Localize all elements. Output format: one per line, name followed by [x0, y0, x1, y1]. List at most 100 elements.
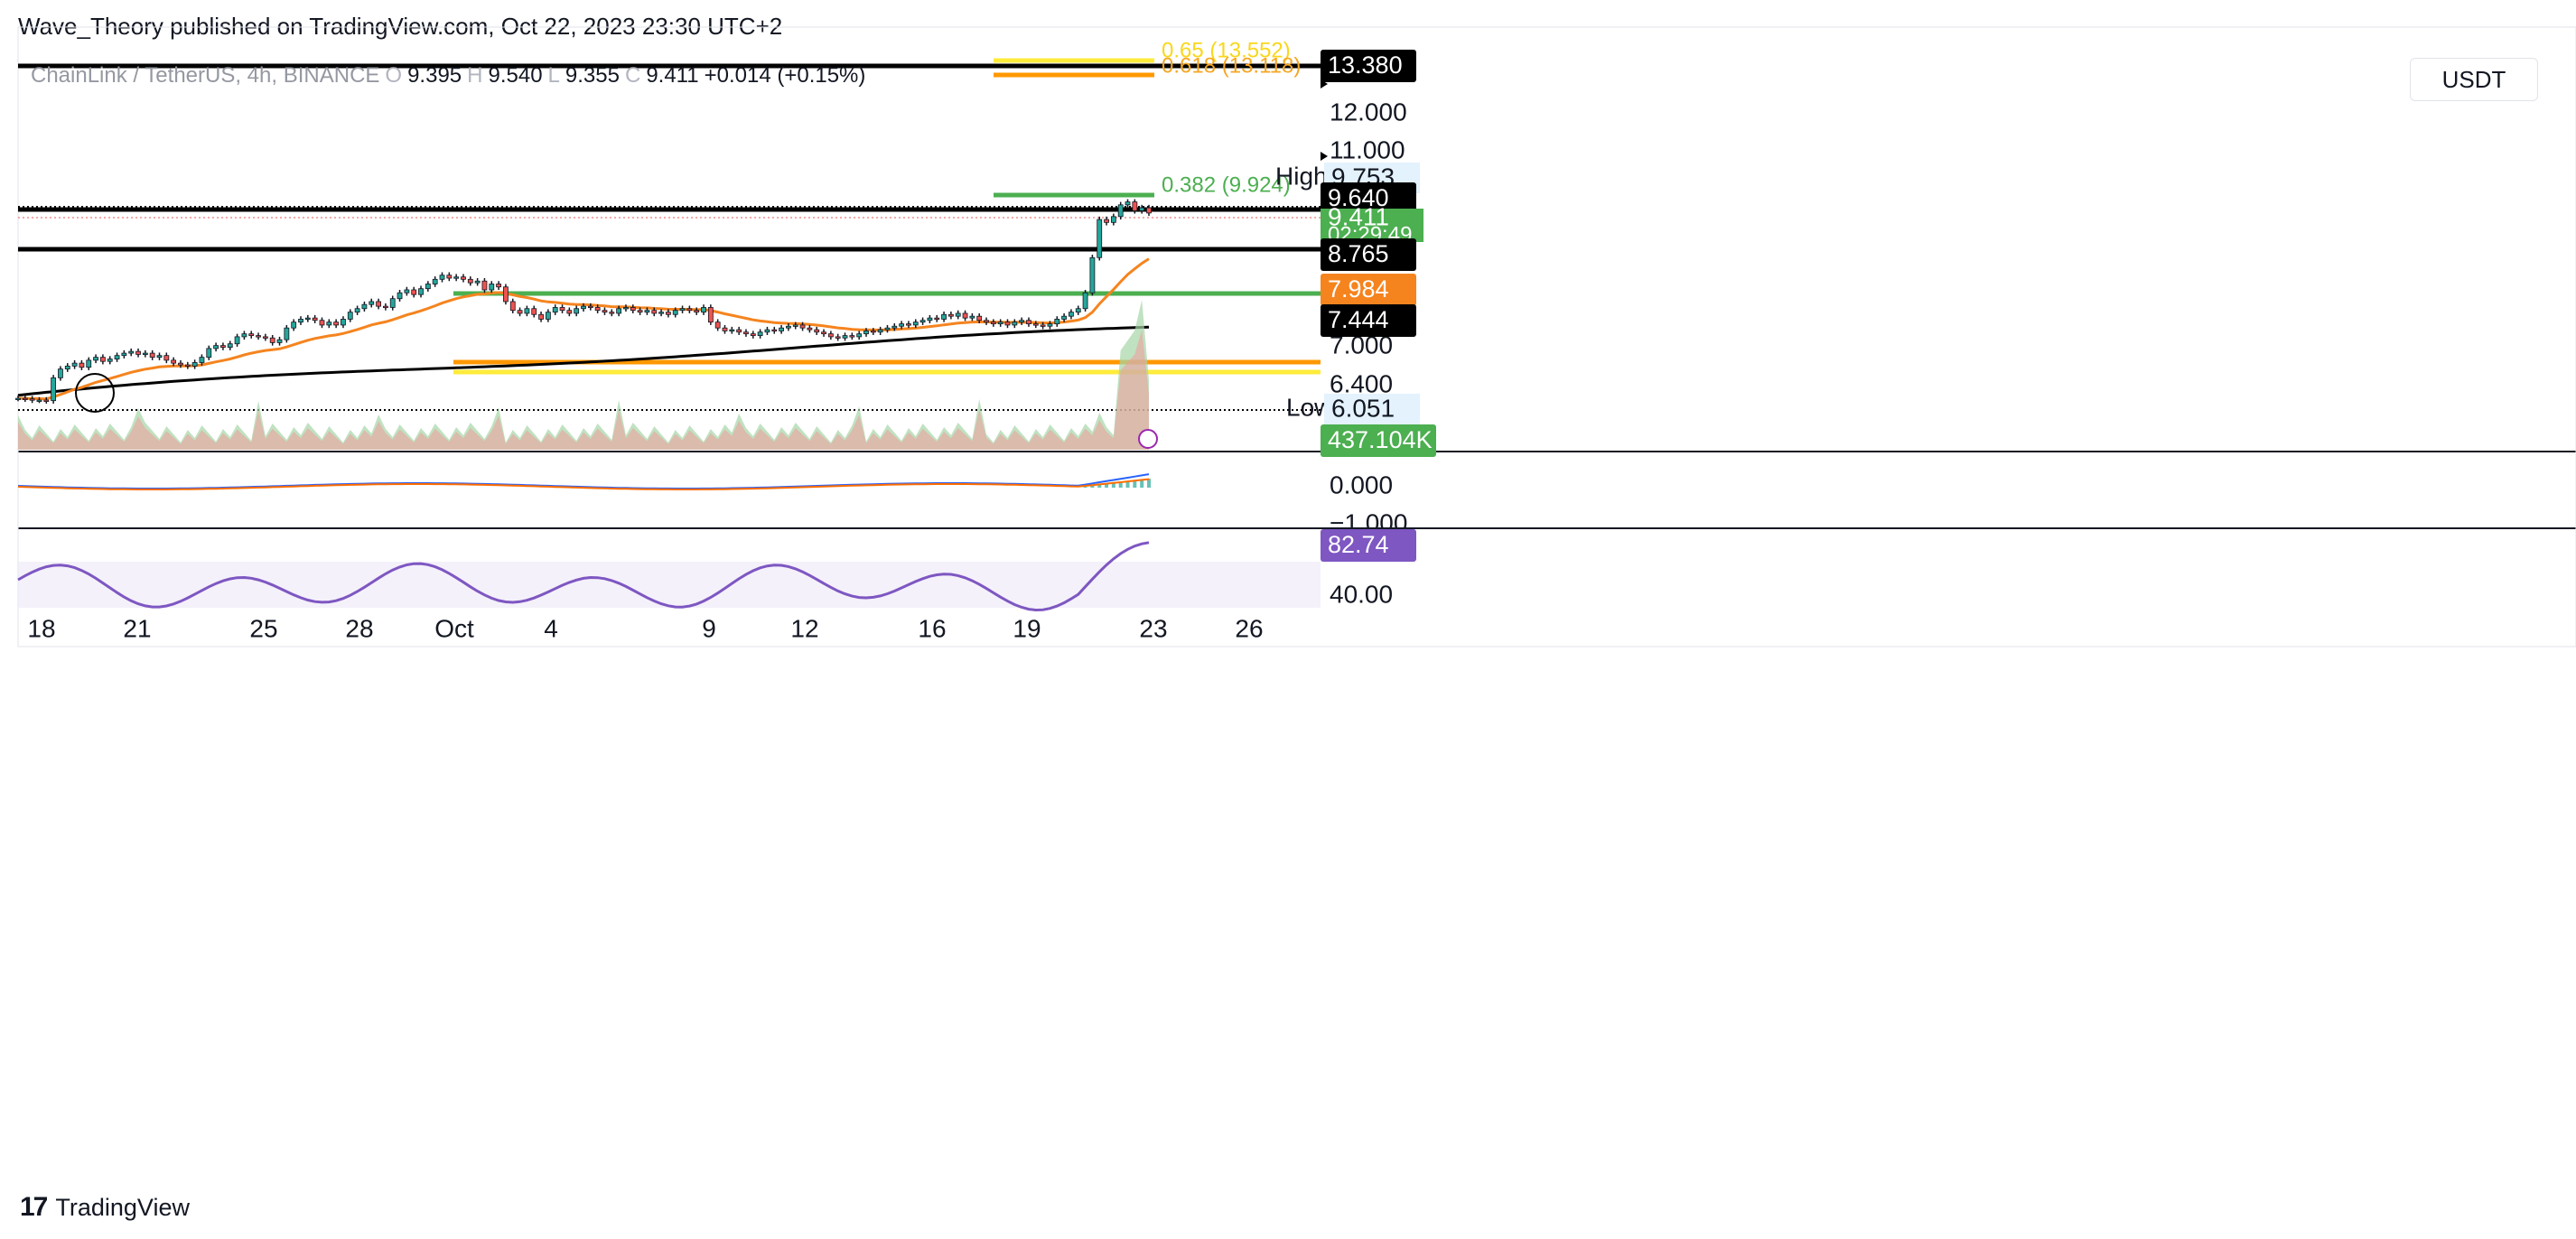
- candle: [1026, 317, 1031, 327]
- symbol-label[interactable]: ChainLink / TetherUS, 4h, BINANCE: [31, 63, 380, 88]
- candle-body: [559, 307, 565, 312]
- candle: [29, 396, 35, 404]
- candle-body: [51, 377, 57, 402]
- candle: [397, 289, 403, 302]
- candle-body: [213, 345, 219, 349]
- candle: [764, 326, 770, 335]
- macd-histogram-bar: [1097, 485, 1102, 488]
- candle-body: [206, 348, 212, 359]
- candle-body: [856, 333, 863, 338]
- candle-body: [22, 397, 28, 400]
- candle: [821, 329, 826, 337]
- candle-body: [503, 286, 509, 303]
- rsi-line: [17, 541, 1150, 612]
- candle-body: [792, 324, 798, 327]
- symbol-legend: ChainLink / TetherUS, 4h, BINANCE O 9.395…: [31, 63, 865, 88]
- candle: [574, 305, 580, 317]
- candle: [227, 340, 233, 350]
- candle: [474, 277, 481, 286]
- candle: [899, 321, 905, 330]
- candle: [467, 276, 473, 286]
- candle-body: [912, 321, 919, 326]
- low-value: 6.051: [1331, 394, 1395, 422]
- macd-histogram-bar: [1105, 484, 1109, 488]
- candle-body: [997, 321, 1003, 325]
- candle: [1012, 319, 1018, 329]
- candle: [1146, 204, 1152, 217]
- candle-body: [1026, 320, 1031, 325]
- candle-body: [1097, 219, 1103, 258]
- x-tick-label: 21: [123, 614, 151, 642]
- candle: [319, 317, 325, 329]
- candle: [58, 366, 63, 381]
- candle-body: [36, 399, 42, 402]
- currency-button[interactable]: USDT: [2410, 58, 2538, 101]
- candle-body: [1047, 323, 1053, 327]
- candle-body: [602, 310, 608, 313]
- candle-body: [234, 336, 240, 345]
- candle-body: [1061, 315, 1067, 320]
- candle: [1125, 199, 1131, 209]
- fib-label-0382: 0.382 (9.924): [1162, 172, 1291, 197]
- candle: [36, 396, 42, 404]
- candle-body: [220, 345, 226, 348]
- candle: [51, 375, 57, 404]
- candle-body: [171, 359, 177, 364]
- candle: [256, 332, 261, 340]
- candle: [934, 314, 940, 322]
- candle-body: [814, 329, 820, 333]
- candle-body: [227, 343, 233, 348]
- candle: [276, 336, 283, 346]
- macd-line: [17, 473, 1150, 489]
- lightning-icon: [1138, 429, 1158, 449]
- candle-body: [609, 312, 615, 314]
- candle: [163, 352, 170, 364]
- candle-body: [566, 310, 573, 314]
- candle: [786, 322, 791, 331]
- candle-body: [630, 307, 636, 312]
- candle-body: [509, 301, 516, 312]
- candle-body: [376, 301, 381, 307]
- candle: [418, 285, 424, 298]
- candle-body: [1082, 292, 1088, 310]
- price-arrow: [1321, 152, 1328, 161]
- candle-body: [517, 310, 523, 314]
- candle-body: [899, 323, 905, 327]
- candle-body: [156, 355, 163, 359]
- candle: [461, 274, 466, 283]
- candle: [446, 272, 453, 282]
- candle-body: [1089, 256, 1096, 293]
- candle-body: [432, 278, 438, 284]
- candle-body: [199, 357, 205, 363]
- fib-label-0618: 0.618 (13.118): [1162, 53, 1301, 78]
- candle-body: [729, 329, 735, 332]
- candle: [1075, 305, 1081, 315]
- candle: [411, 286, 417, 298]
- price-tag-13380: 13.380: [1328, 51, 1403, 79]
- candle: [171, 357, 177, 367]
- publisher-line: Wave_Theory published on TradingView.com…: [18, 13, 783, 40]
- candle: [976, 312, 983, 323]
- candle: [489, 281, 495, 293]
- x-tick-label: 25: [249, 614, 277, 642]
- candle: [382, 303, 388, 311]
- candle-body: [474, 280, 481, 284]
- candle: [884, 324, 891, 333]
- candle-body: [489, 284, 495, 291]
- candle-body: [799, 324, 806, 329]
- x-tick-label: 9: [702, 614, 716, 642]
- candle-body: [574, 308, 580, 314]
- candle-body: [319, 320, 325, 326]
- candle-body: [969, 315, 975, 319]
- macd-histogram-bar: [1111, 483, 1115, 488]
- candle: [545, 309, 551, 322]
- candle-body: [114, 355, 120, 359]
- x-tick-label: 16: [918, 614, 946, 642]
- candle: [792, 321, 798, 330]
- candle: [220, 342, 226, 350]
- candle-body: [750, 333, 756, 337]
- candle-body: [15, 397, 21, 400]
- price-tag-13380-bg: [1321, 50, 1416, 82]
